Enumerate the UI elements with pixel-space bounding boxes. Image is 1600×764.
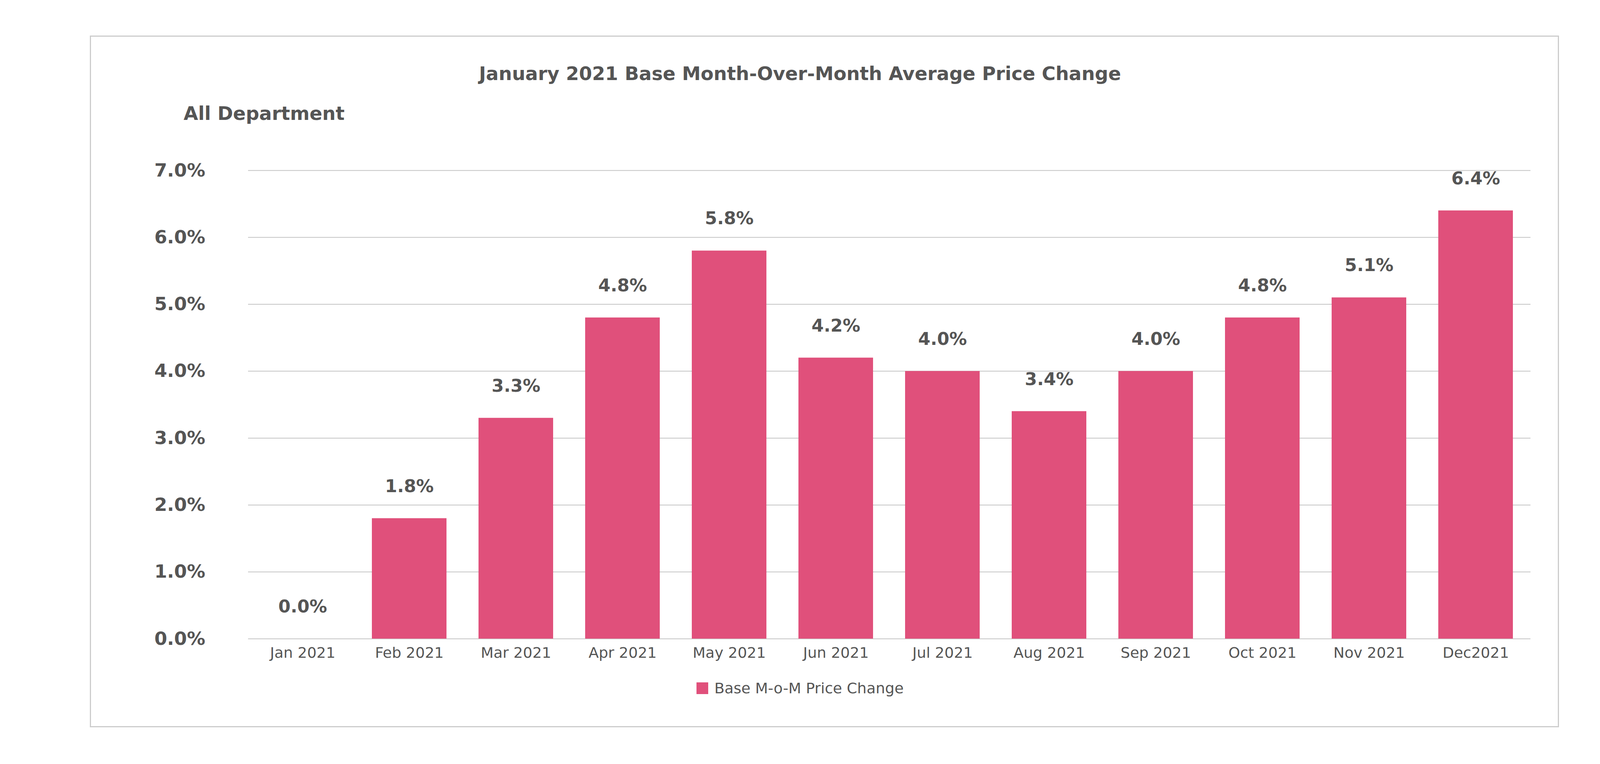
svg-text:2.0%: 2.0%: [154, 493, 206, 516]
svg-text:5.1%: 5.1%: [1344, 254, 1394, 276]
svg-text:4.0%: 4.0%: [918, 328, 968, 350]
svg-text:1.0%: 1.0%: [154, 560, 206, 583]
svg-text:Feb 2021: Feb 2021: [375, 644, 444, 662]
svg-text:4.8%: 4.8%: [1238, 275, 1288, 296]
svg-text:6.4%: 6.4%: [1451, 167, 1501, 189]
svg-text:1.8%: 1.8%: [385, 475, 434, 497]
html-text:January 2021 Base Month-Over-M: January 2021 Base Month-Over-Month Avera…: [478, 62, 1122, 85]
svg-text:4.2%: 4.2%: [811, 315, 861, 336]
svg-text:Sep 2021: Sep 2021: [1120, 644, 1192, 662]
svg-text:Jun 2021: Jun 2021: [802, 644, 869, 662]
svg-text:0.0%: 0.0%: [278, 596, 328, 617]
svg-text:Nov 2021: Nov 2021: [1333, 644, 1406, 662]
svg-text:4.0%: 4.0%: [1131, 328, 1181, 350]
svg-text:6.0%: 6.0%: [154, 226, 206, 248]
svg-text:Aug 2021: Aug 2021: [1013, 644, 1086, 662]
html-text:Base M-o-M Price Change: Base M-o-M Price Change: [714, 679, 904, 697]
svg-text:4.0%: 4.0%: [154, 359, 206, 382]
svg-text:Apr 2021: Apr 2021: [588, 644, 658, 662]
svg-text:3.3%: 3.3%: [491, 375, 541, 397]
svg-text:Jan 2021: Jan 2021: [269, 644, 336, 662]
svg-text:Mar 2021: Mar 2021: [480, 644, 552, 662]
svg-text:7.0%: 7.0%: [154, 159, 206, 181]
svg-text:May 2021: May 2021: [692, 644, 766, 662]
svg-text:0.0%: 0.0%: [154, 627, 206, 650]
svg-text:4.8%: 4.8%: [598, 275, 648, 296]
html-text:All Department: All Department: [183, 102, 345, 125]
svg-text:Oct 2021: Oct 2021: [1228, 644, 1297, 662]
svg-text:5.0%: 5.0%: [154, 292, 206, 315]
svg-text:Jul 2021: Jul 2021: [911, 644, 974, 662]
svg-text:3.0%: 3.0%: [154, 426, 206, 449]
svg-text:Dec2021: Dec2021: [1442, 644, 1509, 662]
svg-text:5.8%: 5.8%: [705, 207, 754, 229]
svg-text:3.4%: 3.4%: [1025, 368, 1074, 390]
